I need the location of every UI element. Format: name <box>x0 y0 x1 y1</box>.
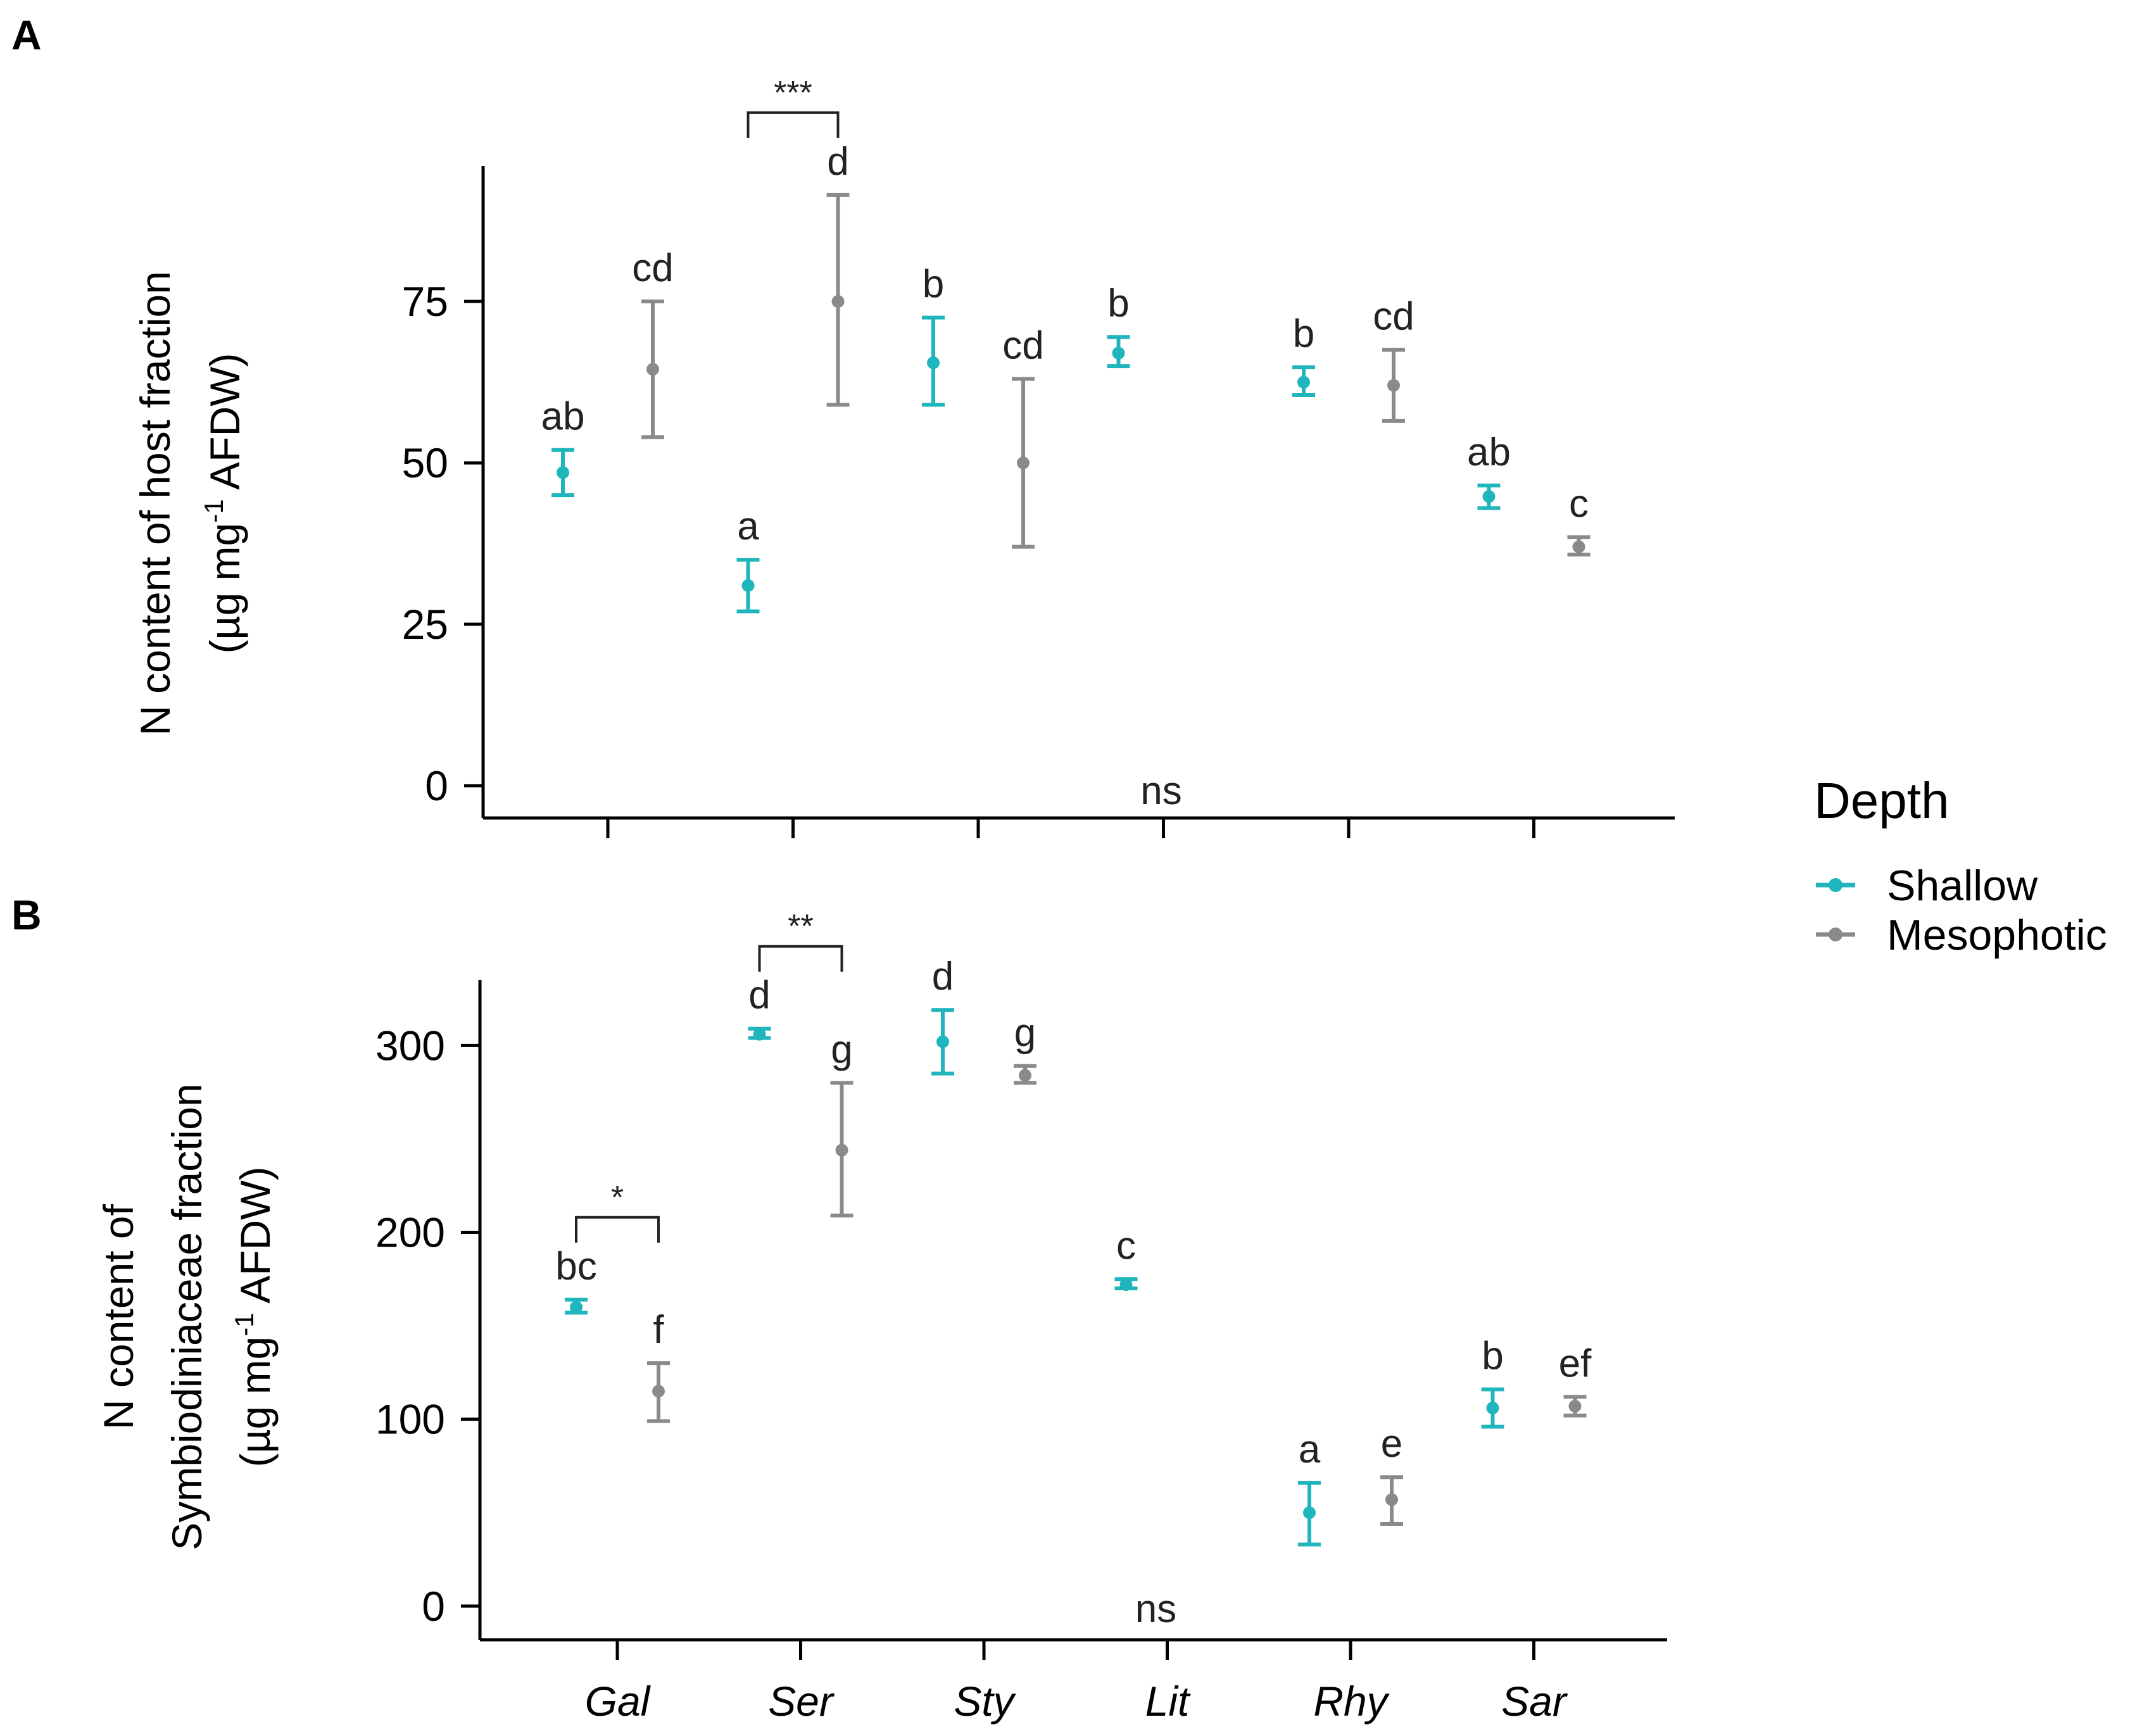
panel-b-shallow-point <box>936 1035 949 1048</box>
panel-a-mesophotic-point <box>831 295 845 308</box>
legend-title: Depth <box>1814 772 1949 829</box>
panel-b-ylabel-line2: Symbiodiniaceae fraction <box>163 1083 210 1550</box>
panel-b-shallow-point <box>570 1300 583 1314</box>
panel-b-ns-label: ns <box>1135 1587 1176 1631</box>
panel-a-shallow-sig-letter: ab <box>1467 431 1511 474</box>
panel-b-ylabel-line1: N content of <box>95 1204 142 1430</box>
panel-b-x-tick-label: Sty <box>954 1678 1016 1725</box>
panel-b-shallow-point <box>1303 1506 1316 1519</box>
panel-a-mesophotic-sig-letter: c <box>1569 482 1589 525</box>
legend-shallow-label: Shallow <box>1887 862 2038 910</box>
panel-a-y-tick-label: 50 <box>402 439 448 486</box>
panel-b-shallow-point <box>753 1028 766 1041</box>
panel-a-shallow-point <box>1482 490 1496 503</box>
panel-a-mesophotic-point <box>1387 379 1400 392</box>
panel-a-shallow-sig-letter: b <box>1293 312 1314 356</box>
panel-a-sig-bracket <box>747 111 840 138</box>
panel-b-mesophotic-sig-letter: g <box>1014 1011 1036 1055</box>
panel-b-sig-stars: * <box>611 1179 624 1216</box>
panel-a-sig-stars: *** <box>774 75 812 111</box>
panel-a-shallow-sig-letter: a <box>737 505 759 548</box>
panel-b-shallow-sig-letter: bc <box>555 1245 596 1288</box>
panel-b-letter: B <box>11 891 42 938</box>
panel-b-y-tick-label: 300 <box>375 1022 445 1069</box>
panel-b-mesophotic-point <box>1019 1069 1031 1082</box>
panel-b-y-tick-label: 200 <box>375 1209 445 1255</box>
panel-a-mesophotic-point <box>646 363 659 376</box>
panel-b-mesophotic-point <box>835 1143 848 1157</box>
legend-mesophotic-point <box>1829 928 1843 941</box>
panel-b-shallow-sig-letter: c <box>1116 1224 1136 1267</box>
panel-a-y-tick-label: 25 <box>402 601 448 648</box>
panel-b-axes: 0 100 200 300 Gal Ser Sty Lit Rhy Sar ns <box>375 980 1667 1725</box>
panel-b-mesophotic-sig-letter: g <box>831 1028 852 1071</box>
panel-a-ylabel-line2: (µg mg-1 AFDW) <box>199 353 248 653</box>
panel-b-x-tick-label: Ser <box>768 1678 835 1725</box>
panel-b-mesophotic-point <box>652 1385 665 1398</box>
panel-a: A N content of host fraction (µg mg-1 AF… <box>11 11 1675 838</box>
legend-mesophotic-label: Mesophotic <box>1887 911 2107 959</box>
panel-a-shallow-point <box>741 579 755 592</box>
panel-b-mesophotic-point <box>1568 1400 1582 1413</box>
panel-b-shallow-sig-letter: d <box>748 974 770 1017</box>
panel-a-axes: 0 25 50 75 ns <box>402 166 1675 838</box>
panel-a-shallow-sig-letter: ab <box>541 395 585 439</box>
panel-a-ns-label: ns <box>1140 769 1181 813</box>
panel-a-shallow-sig-letter: b <box>923 263 944 306</box>
panel-b-shallow-sig-letter: d <box>932 955 954 998</box>
panel-a-mesophotic-sig-letter: d <box>827 140 848 184</box>
panel-a-shallow-point <box>1297 375 1310 389</box>
panel-a-mesophotic-point <box>1572 540 1585 553</box>
panel-b-shallow-sig-letter: b <box>1482 1334 1503 1378</box>
panel-a-mesophotic-sig-letter: cd <box>1373 295 1414 339</box>
panel-a-letter: A <box>11 11 42 58</box>
panel-b-x-tick-label: Rhy <box>1313 1678 1390 1725</box>
panel-b-shallow-point <box>1486 1401 1499 1414</box>
panel-a-mesophotic-sig-letter: cd <box>1002 324 1043 368</box>
panel-b-mesophotic-sig-letter: f <box>653 1308 664 1352</box>
panel-a-shallow-point <box>927 356 940 370</box>
panel-b-y-tick-label: 0 <box>422 1583 445 1630</box>
panel-b-shallow-point <box>1119 1278 1133 1292</box>
panel-a-shallow-point <box>1112 346 1125 360</box>
panel-b: B N content of Symbiodiniaceae fraction … <box>11 891 1667 1725</box>
panel-a-y-tick-label: 0 <box>425 762 448 809</box>
panel-a-y-tick-label: 75 <box>402 278 448 325</box>
panel-b-shallow-sig-letter: a <box>1299 1428 1321 1471</box>
panel-a-mesophotic-point <box>1017 456 1030 470</box>
legend-shallow-point <box>1829 878 1843 892</box>
legend: Depth Shallow Mesophotic <box>1814 772 2107 959</box>
panel-b-sig-stars: ** <box>788 909 813 945</box>
panel-a-shallow-point <box>557 466 569 479</box>
panel-b-x-tick-label: Gal <box>585 1678 652 1725</box>
panel-a-shallow-sig-letter: b <box>1107 282 1129 325</box>
panel-a-mesophotic-sig-letter: cd <box>632 246 673 290</box>
panel-b-mesophotic-sig-letter: ef <box>1559 1342 1592 1385</box>
panel-b-mesophotic-sig-letter: e <box>1381 1422 1402 1466</box>
panel-b-x-tick-label: Lit <box>1145 1678 1191 1725</box>
panel-b-sig-bracket <box>758 945 843 972</box>
panel-a-ylabel-line1: N content of host fraction <box>132 271 179 736</box>
panel-b-y-tick-label: 100 <box>375 1396 445 1443</box>
panel-b-mesophotic-point <box>1385 1493 1398 1506</box>
panel-b-ylabel-line3: (µg mg-1 AFDW) <box>229 1166 279 1467</box>
panel-b-x-tick-label: Sar <box>1501 1678 1568 1725</box>
panel-b-sig-bracket <box>575 1216 660 1243</box>
